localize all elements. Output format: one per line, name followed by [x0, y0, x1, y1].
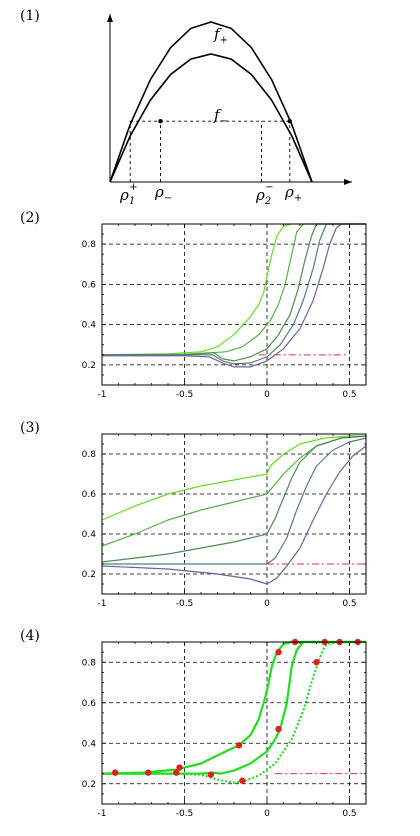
x-tick-label: -1	[98, 390, 107, 400]
panel-label-2: (2)	[20, 210, 40, 226]
x-tick-label: -1	[98, 809, 107, 819]
series-line-1	[101, 640, 366, 775]
panel-4-chart: -1 -0.5 0 0.5 0.2 0.4 0.6 0.8	[82, 638, 367, 819]
series-line-1	[101, 223, 366, 356]
data-marker-4	[176, 764, 183, 771]
y-tick-label: 0.2	[82, 570, 96, 580]
x-tick-label: 0.5	[342, 599, 356, 609]
panel-3-chart: -1 -0.5 0 0.5 0.2 0.4 0.6 0.8	[82, 433, 367, 609]
series-line-5	[102, 223, 366, 368]
y-tick-label: 0.4	[82, 530, 97, 540]
flux-curve-1	[109, 21, 313, 183]
plot-frame	[101, 433, 367, 595]
x-tick-label: 0	[264, 390, 270, 400]
label-rho-minus: ρ−	[154, 183, 172, 204]
x-axis-arrow	[344, 179, 352, 185]
flux-marker-1	[158, 119, 163, 124]
y-tick-label: 0.2	[82, 780, 96, 790]
label-rho-2-minus: ρ2−	[255, 182, 274, 207]
data-marker-11	[313, 659, 320, 666]
series-line-4	[102, 437, 367, 565]
y-tick-label: 0.8	[82, 658, 97, 668]
data-marker-2	[145, 769, 152, 776]
series-line-3	[102, 640, 366, 784]
panel-label-1: (1)	[20, 8, 40, 24]
x-tick-label: 0	[264, 599, 270, 609]
x-tick-label: 0.5	[342, 809, 356, 819]
series-line-3	[102, 223, 366, 362]
y-tick-label: 0.6	[82, 699, 97, 709]
x-tick-label: 0	[264, 809, 270, 819]
panel-label-4: (4)	[20, 628, 40, 644]
series-line-4	[102, 223, 366, 365]
data-marker-5	[207, 771, 215, 778]
plot-frame	[101, 641, 367, 805]
y-tick-label: 0.6	[82, 280, 97, 290]
series-line-2	[101, 435, 367, 547]
flux-marker-2	[287, 119, 292, 124]
label-rho-plus: ρ+	[284, 183, 302, 204]
y-tick-label: 0.4	[82, 321, 97, 331]
panel-label-3: (3)	[20, 420, 40, 436]
x-tick-label: -0.5	[176, 599, 194, 609]
series-line-5	[101, 445, 367, 585]
label-f-minus: f−	[213, 106, 228, 127]
flux-curve-2	[109, 53, 313, 183]
y-tick-label: 0.4	[82, 739, 97, 749]
label-f-plus: f+	[213, 25, 228, 46]
y-axis-arrow	[107, 14, 113, 22]
x-tick-label: -1	[98, 599, 107, 609]
x-tick-label: -0.5	[176, 809, 194, 819]
series-line-2	[102, 640, 366, 775]
label-rho-1-plus: ρ1+	[119, 182, 138, 207]
x-tick-label: -0.5	[176, 390, 194, 400]
panel-1-flux-diagram	[107, 14, 352, 185]
data-marker-1	[112, 769, 119, 776]
data-marker-9	[275, 725, 282, 733]
x-tick-label: 0.5	[342, 390, 356, 400]
y-tick-label: 0.2	[82, 361, 96, 371]
y-tick-label: 0.8	[82, 450, 97, 460]
series-line-3	[101, 435, 367, 563]
panel-2-chart: -1 -0.5 0 0.5 0.2 0.4 0.6 0.8	[82, 223, 367, 400]
y-tick-label: 0.6	[82, 490, 97, 500]
data-marker-8	[275, 648, 282, 656]
data-marker-3	[173, 769, 180, 776]
data-marker-7	[239, 777, 246, 784]
data-marker-6	[235, 742, 243, 749]
series-line-1	[101, 435, 366, 521]
y-tick-label: 0.8	[82, 240, 97, 250]
